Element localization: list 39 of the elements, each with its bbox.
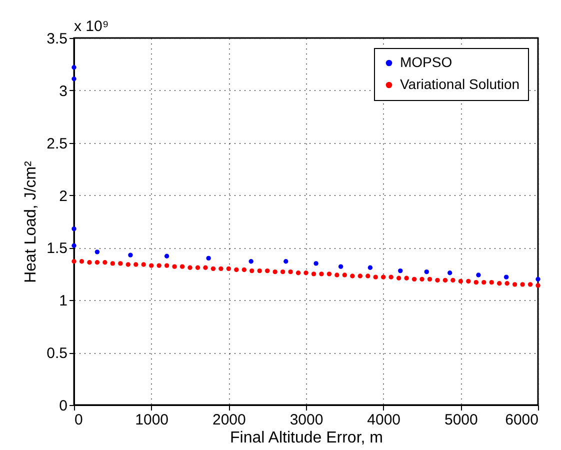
y-tick-label: 2.5 (46, 135, 68, 152)
y-axis-title: Heat Load, J/cm² (22, 160, 40, 283)
text: x 10⁹ (74, 18, 109, 35)
y-tick-label: 3 (59, 82, 68, 100)
y-tick-label: 1.5 (46, 240, 68, 258)
point (504, 274, 509, 280)
point (447, 270, 452, 276)
x-tick-label: 1000 (135, 412, 169, 428)
point (164, 254, 170, 258)
y-tick-label: 2 (59, 188, 68, 205)
x-tick-label: 2000 (212, 412, 246, 428)
point (536, 276, 540, 282)
y-tick-label: 0.5 (46, 345, 68, 362)
point (476, 272, 481, 278)
x-tick-label: 5000 (444, 412, 478, 428)
x-tick-label: 6000 (505, 412, 538, 428)
point (398, 268, 403, 274)
x-tick-label: 4000 (367, 412, 401, 428)
y-tick-label: 1 (59, 292, 68, 310)
x-axis-title: Final Altitude Error, m (230, 430, 383, 446)
point (72, 65, 76, 70)
point (94, 250, 100, 254)
y-tick-label: 3.5 (46, 30, 68, 48)
point (72, 76, 76, 82)
point (368, 265, 373, 270)
point (128, 252, 133, 258)
x-tick-label: 3000 (290, 412, 324, 428)
point (314, 261, 318, 266)
point (72, 243, 76, 248)
y-tick-label: 0 (59, 398, 68, 414)
point (206, 256, 211, 261)
point (72, 226, 76, 232)
legend-label: Variational Solution (400, 76, 520, 92)
point (424, 269, 429, 274)
point (338, 264, 344, 269)
x-tick-label: 0 (74, 412, 83, 428)
point (248, 259, 254, 264)
point (284, 259, 288, 264)
legend-label: MOPSO (400, 54, 452, 70)
